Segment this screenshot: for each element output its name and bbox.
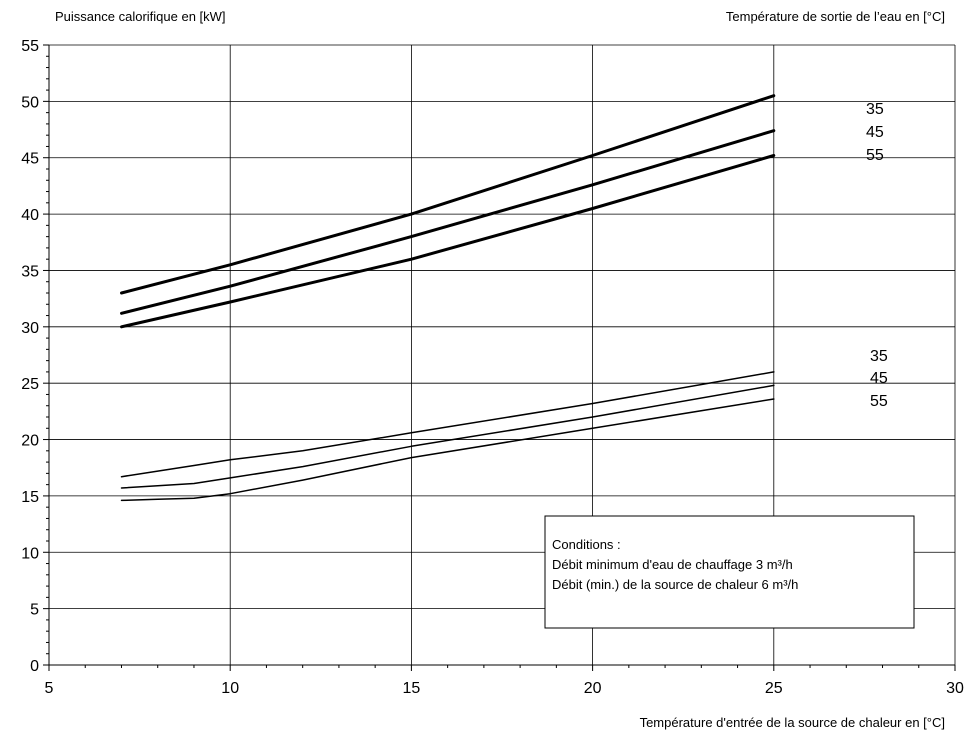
y-axis-title: Puissance calorifique en [kW]: [55, 9, 226, 24]
series-label-lower-45: 45: [870, 370, 888, 387]
y-tick-label: 10: [21, 545, 39, 562]
legend-title: Température de sortie de l’eau en [°C]: [726, 9, 945, 24]
y-tick-label: 25: [21, 376, 39, 393]
y-tick-label: 35: [21, 263, 39, 280]
x-tick-label: 15: [403, 680, 421, 697]
series-line-upper-55: [120, 154, 776, 329]
conditions-box: Conditions : Débit minimum d'eau de chau…: [544, 515, 915, 629]
y-tick-label: 5: [30, 602, 39, 619]
x-tick-label: 25: [765, 680, 783, 697]
grid: [49, 44, 956, 665]
x-tick-label: 10: [221, 680, 239, 697]
series-line-lower-55: [120, 398, 775, 502]
y-tick-label: 50: [21, 94, 39, 111]
series-label-upper-45: 45: [866, 124, 884, 141]
conditions-line-2: Débit (min.) de la source de chaleur 6 m…: [552, 577, 798, 592]
conditions-title: Conditions :: [552, 537, 621, 552]
series-label-upper-35: 35: [866, 101, 884, 118]
x-tick-label: 5: [45, 680, 54, 697]
series-line-upper-35: [120, 94, 776, 295]
series-lines: [120, 94, 776, 502]
labels: 5 10 15 20 25 3005101520253035404550553545553…: [21, 38, 964, 697]
series-label-lower-55: 55: [870, 393, 888, 410]
y-tick-label: 30: [21, 320, 39, 337]
y-tick-label: 55: [21, 38, 39, 55]
y-tick-label: 40: [21, 207, 39, 224]
y-tick-label: 15: [21, 489, 39, 506]
series-label-lower-35: 35: [870, 348, 888, 365]
y-tick-label: 20: [21, 433, 39, 450]
series-line-upper-45: [120, 129, 776, 315]
axes: [43, 44, 956, 671]
x-tick-label: 30: [946, 680, 964, 697]
conditions-line-1: Débit minimum d'eau de chauffage 3 m³/h: [552, 557, 793, 572]
series-line-lower-35: [120, 371, 775, 478]
y-tick-label: 0: [30, 658, 39, 675]
y-tick-label: 45: [21, 151, 39, 168]
x-axis-title: Température d'entrée de la source de cha…: [640, 715, 945, 730]
series-label-upper-55: 55: [866, 147, 884, 164]
series-line-lower-45: [120, 384, 775, 489]
x-tick-label: 20: [584, 680, 602, 697]
